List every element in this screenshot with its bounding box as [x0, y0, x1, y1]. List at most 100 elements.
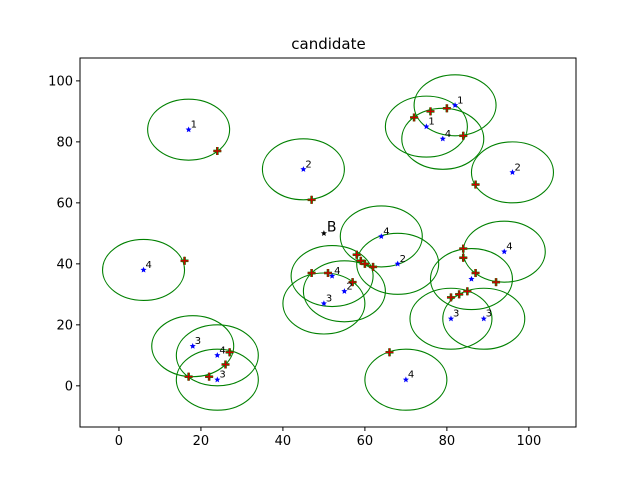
range-circle-7: [339, 205, 423, 268]
plus-marker-3: [471, 180, 480, 189]
range-circle-13: [429, 248, 514, 311]
range-circle-0: [147, 98, 231, 161]
data-point-19: [402, 376, 409, 383]
point-label-0: 1: [191, 120, 197, 131]
plot-frame: [79, 57, 577, 428]
range-circle-17: [175, 324, 259, 387]
y-tick-label-1: 20: [56, 318, 73, 333]
range-circle-19: [364, 348, 448, 411]
x-tick-label-0: 0: [115, 434, 123, 449]
plus-marker-17: [471, 268, 480, 277]
range-circle-11: [302, 260, 386, 323]
data-point-4: [300, 166, 307, 172]
range-circle-1: [413, 74, 497, 137]
plus-marker-25: [205, 372, 214, 381]
point-label-11: 2: [346, 281, 352, 292]
x-tick-label-3: 60: [357, 434, 374, 449]
range-circle-15: [442, 287, 526, 350]
plus-marker-2: [180, 256, 189, 265]
data-point-10: [329, 272, 336, 279]
data-point-8: [394, 260, 401, 267]
plus-marker-1: [307, 195, 316, 204]
y-tick-label-3: 60: [56, 196, 73, 211]
plus-marker-13: [324, 268, 332, 277]
y-tick-label-0: 0: [65, 379, 73, 394]
data-point-9: [501, 248, 508, 255]
point-label-5: 2: [514, 162, 520, 173]
point-label-12: 3: [326, 293, 332, 304]
plus-marker-12: [307, 268, 316, 277]
point-label-2: 1: [428, 117, 434, 128]
x-tick-label-5: 100: [516, 434, 541, 449]
range-circle-8: [356, 232, 440, 295]
x-tick-label-4: 80: [439, 434, 456, 449]
data-point-17: [214, 352, 221, 358]
plus-marker-0: [213, 147, 222, 156]
range-circle-5: [470, 141, 555, 204]
plus-marker-9: [356, 256, 365, 265]
x-tick-label-2: 40: [275, 434, 292, 449]
plus-marker-8: [352, 250, 361, 259]
data-point-18: [214, 376, 221, 383]
point-label-4: 2: [305, 159, 311, 170]
chart-title: candidate: [291, 35, 365, 53]
plus-marker-11: [369, 262, 378, 271]
point-label-15: 3: [486, 309, 492, 320]
range-circle-16: [151, 315, 235, 378]
plus-marker-15: [459, 244, 468, 253]
data-point-15: [480, 315, 487, 322]
range-circle-10: [290, 244, 374, 308]
y-tick-label-5: 100: [48, 74, 73, 89]
range-circle-18: [175, 348, 259, 411]
plus-marker-6: [442, 104, 451, 113]
plus-marker-18: [492, 278, 501, 287]
point-label-9: 4: [506, 242, 512, 253]
plus-marker-23: [221, 360, 230, 369]
data-point-14: [447, 315, 455, 322]
range-circle-2: [384, 95, 468, 158]
point-label-8: 2: [400, 254, 406, 265]
point-label-6: 4: [146, 260, 152, 271]
data-point-5: [509, 169, 516, 175]
point-label-7: 4: [383, 226, 389, 237]
data-point-0: [185, 126, 192, 133]
range-circle-14: [409, 287, 493, 350]
plus-marker-16: [459, 253, 468, 262]
plus-marker-26: [385, 348, 394, 357]
data-point-12: [320, 300, 327, 307]
plus-marker-4: [410, 113, 419, 122]
range-circle-4: [261, 138, 345, 201]
data-point-6: [140, 266, 147, 273]
data-point-7: [378, 233, 385, 239]
plus-marker-5: [426, 107, 435, 116]
special-point: [320, 230, 327, 236]
plus-marker-7: [459, 131, 468, 140]
data-point-13: [468, 275, 475, 282]
point-label-10: 4: [334, 266, 340, 277]
point-label-3: 4: [445, 129, 451, 140]
y-tick-label-2: 40: [56, 257, 73, 272]
plus-marker-19: [463, 287, 472, 296]
x-tick-label-1: 20: [193, 434, 210, 449]
plus-marker-20: [455, 290, 464, 299]
axes-layer: 0 20 40 60 80 100 0 20 40 60 80 100: [48, 57, 577, 449]
point-label-18: 3: [219, 370, 225, 381]
range-circle-12: [282, 272, 366, 335]
plus-marker-10: [360, 259, 369, 268]
range-circle-3: [401, 107, 485, 170]
plus-marker-22: [225, 348, 234, 357]
data-point-3: [439, 135, 446, 142]
point-label-19: 4: [408, 370, 414, 381]
plus-marker-24: [184, 372, 193, 381]
plus-marker-14: [348, 278, 357, 287]
data-point-1: [452, 102, 459, 108]
data-point-16: [189, 342, 196, 349]
y-tick-label-4: 80: [56, 135, 73, 150]
range-circle-6: [101, 238, 186, 301]
point-label-16: 3: [195, 336, 201, 347]
plus-marker-21: [446, 293, 455, 302]
point-label-1: 1: [457, 95, 463, 106]
